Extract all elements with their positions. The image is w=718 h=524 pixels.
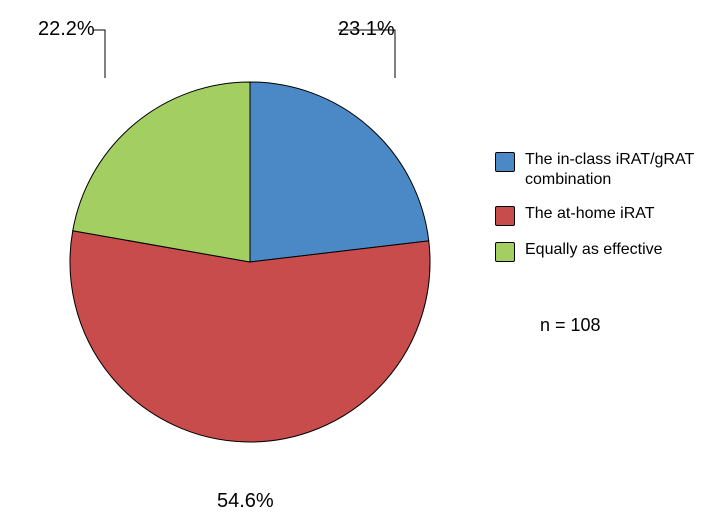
pct-label-at_home: 54.6% (217, 490, 274, 513)
legend-label-equal: Equally as effective (525, 240, 663, 260)
pie-slice-in_class (250, 82, 429, 262)
legend-label-at_home: The at-home iRAT (525, 204, 655, 224)
pie-slice-equal (73, 82, 250, 262)
pct-label-equal: 22.2% (38, 18, 95, 41)
sample-size-label: n = 108 (540, 315, 601, 336)
legend-item-in_class: The in-class iRAT/gRAT combination (495, 150, 705, 190)
legend-swatch-at_home (495, 206, 515, 226)
legend: The in-class iRAT/gRAT combination The at… (495, 150, 705, 276)
legend-swatch-equal (495, 242, 515, 262)
legend-item-at_home: The at-home iRAT (495, 204, 705, 226)
pct-label-in_class: 23.1% (338, 18, 395, 41)
legend-swatch-in_class (495, 152, 515, 172)
pie-chart-figure: The in-class iRAT/gRAT combination The at… (0, 0, 718, 524)
legend-item-equal: Equally as effective (495, 240, 705, 262)
legend-label-in_class: The in-class iRAT/gRAT combination (525, 150, 705, 190)
